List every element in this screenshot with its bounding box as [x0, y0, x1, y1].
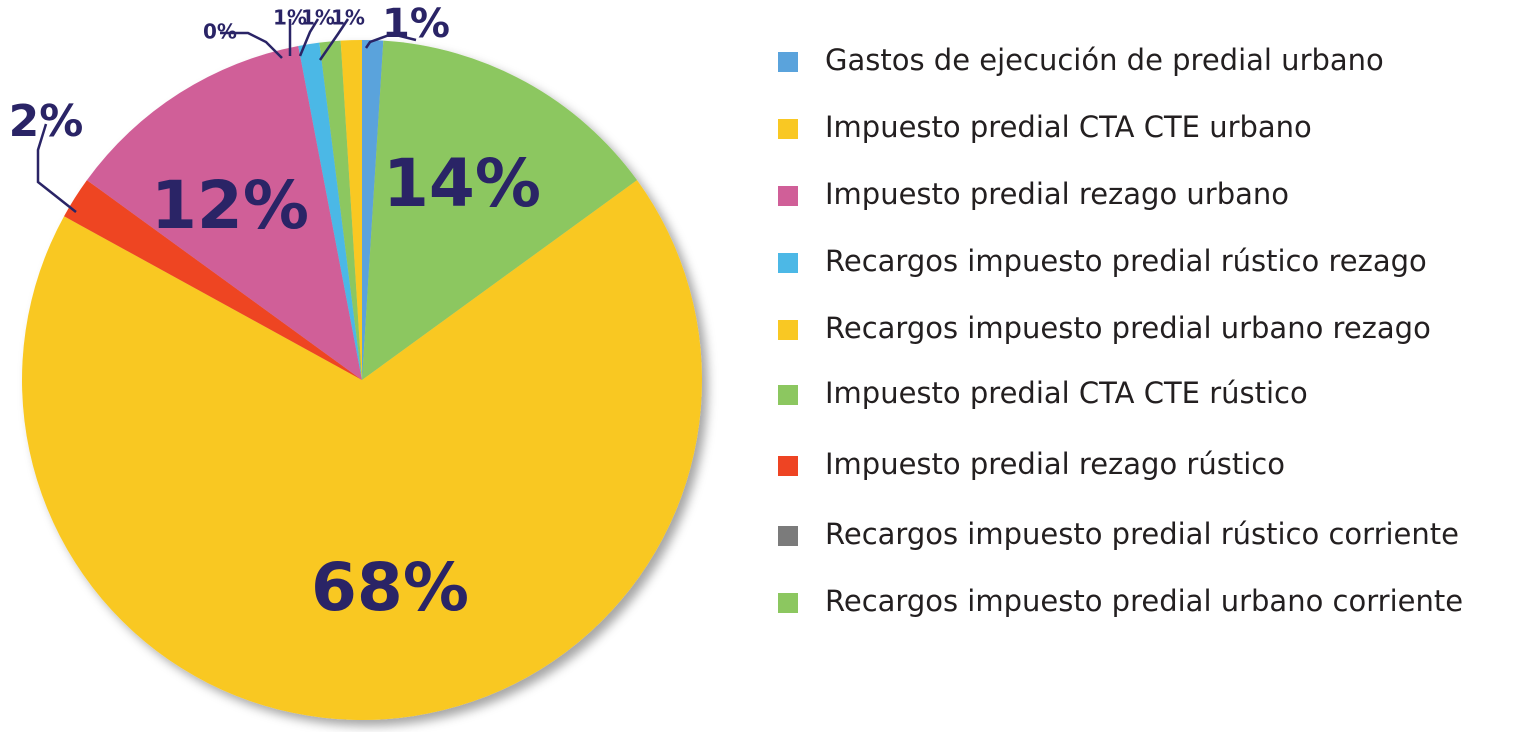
legend-swatch [778, 385, 798, 405]
leader-line [220, 31, 283, 59]
data-label: 0% [203, 20, 237, 44]
pie-slice [298, 42, 362, 380]
legend-label: Impuesto predial rezago urbano [825, 177, 1289, 211]
data-label: 1% [301, 6, 335, 30]
data-label: 1% [273, 6, 307, 30]
data-label: 1% [331, 6, 365, 30]
leader-line [318, 18, 350, 61]
legend-label: Impuesto predial rezago rústico [825, 447, 1285, 481]
legend: Gastos de ejecución de predial urbano Imp… [778, 43, 1463, 618]
legend-swatch [778, 526, 798, 546]
pie-slice [22, 180, 703, 720]
legend-label: Recargos impuesto predial rústico rezago [825, 244, 1427, 278]
legend-label: Impuesto predial CTA CTE rústico [825, 376, 1308, 410]
pie-slice [362, 40, 384, 380]
leader-line [36, 123, 77, 213]
labels: 1%14%68%2%12%0%1%1%1% [9, 1, 541, 626]
legend-swatch [778, 593, 798, 613]
data-label: 12% [151, 167, 309, 244]
legend-swatch [778, 456, 798, 476]
legend-label: Recargos impuesto predial urbano corrien… [825, 584, 1463, 618]
pie-slice [362, 40, 638, 381]
pie-slice [319, 40, 362, 381]
data-label: 2% [9, 96, 84, 147]
pie [22, 40, 703, 720]
pie-slice [64, 180, 362, 380]
legend-swatch [778, 52, 798, 72]
data-label: 68% [311, 549, 469, 626]
leader-line [364, 32, 417, 49]
legend-swatch [778, 186, 798, 206]
pie-slice [86, 46, 363, 380]
legend-label: Recargos impuesto predial urbano rezago [825, 311, 1431, 345]
legend-swatch [778, 253, 798, 273]
data-label: 1% [382, 1, 450, 47]
data-label: 14% [383, 145, 541, 222]
legend-swatch [778, 320, 798, 340]
legend-label: Gastos de ejecución de predial urbano [825, 43, 1384, 77]
legend-label: Impuesto predial CTA CTE urbano [825, 110, 1312, 144]
legend-swatch [778, 119, 798, 139]
leader-line [298, 18, 320, 57]
pie-slice [340, 40, 362, 380]
legend-label: Recargos impuesto predial rústico corrie… [825, 517, 1459, 551]
